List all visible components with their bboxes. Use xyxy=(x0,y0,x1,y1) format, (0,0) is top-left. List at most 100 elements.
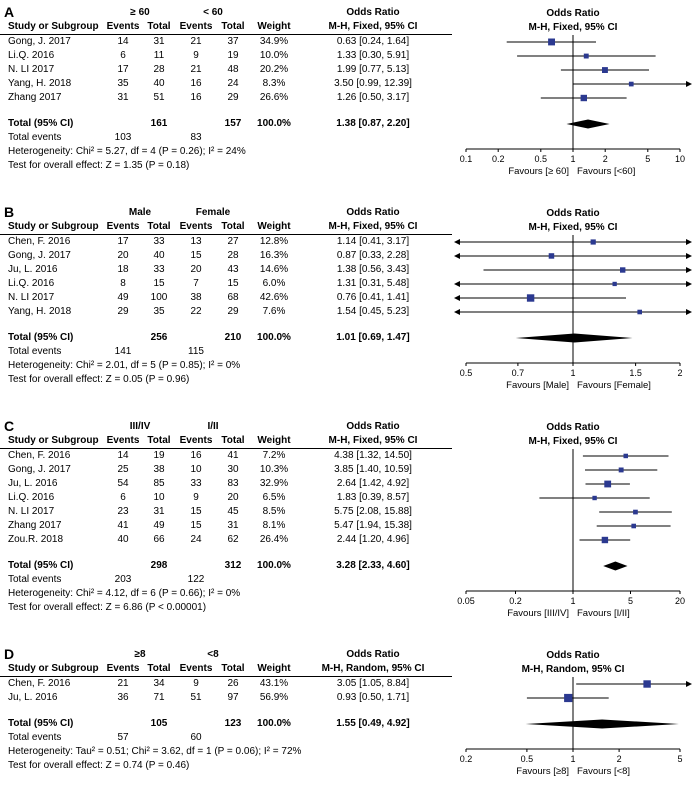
heterogeneity-row: Heterogeneity: Chi² = 2.01, df = 5 (P = … xyxy=(0,359,452,373)
forest-plot-A: Odds Ratio M-H, Fixed, 95% CI 0.1 0.2 0.5 1 2 5… xyxy=(460,8,692,177)
events2: 10 xyxy=(190,464,202,475)
events2: 15 xyxy=(190,506,202,517)
ci-arrow-right xyxy=(686,81,692,87)
total2: 31 xyxy=(227,520,239,531)
study-marker xyxy=(564,693,573,703)
events2: 9 xyxy=(193,492,199,503)
favours-right-label: Favours [Female] xyxy=(577,380,651,391)
total2: 19 xyxy=(227,50,239,61)
study-name: Chen, F. 2016 xyxy=(8,678,71,689)
study-marker xyxy=(637,309,642,315)
col-header-total2: Total xyxy=(221,221,245,232)
group-header-spacer2 xyxy=(250,206,298,220)
plot-title: Odds Ratio xyxy=(546,208,599,219)
spacer xyxy=(176,559,216,573)
blank-row xyxy=(0,547,452,559)
total1: 49 xyxy=(153,520,165,531)
overall-test-text: Test for overall effect: Z = 6.86 (P < 0… xyxy=(8,602,207,613)
study-name: Gong, J. 2017 xyxy=(8,36,71,47)
spacer xyxy=(176,331,216,345)
col-header-total2: Total xyxy=(221,21,245,32)
group-header-spacer xyxy=(0,6,104,20)
overall-test-row: Test for overall effect: Z = 0.05 (P = 0… xyxy=(0,373,452,387)
total-diamond xyxy=(525,719,679,729)
total1: 31 xyxy=(153,506,165,517)
total1: 15 xyxy=(153,278,165,289)
total2-sum: 312 xyxy=(224,560,242,571)
total2: 68 xyxy=(227,292,239,303)
total1: 71 xyxy=(153,692,165,703)
total1: 35 xyxy=(153,306,165,317)
weight: 43.1% xyxy=(259,678,289,689)
ci-arrow-left xyxy=(454,309,460,315)
axis-tick-label: 1.5 xyxy=(629,368,642,378)
total2: 29 xyxy=(227,306,239,317)
favours-left-label: Favours [III/IV] xyxy=(507,608,569,619)
group-header-row: ≥8 <8 Odds Ratio xyxy=(0,648,452,662)
favours-right-label: Favours [I/II] xyxy=(577,608,630,619)
group-header-spacer2 xyxy=(250,420,298,434)
total-row: Total (95% CI) 161 157 100.0% 1.38 [0.87, 2.… xyxy=(0,117,452,131)
axis-tick-label: 5 xyxy=(628,596,633,606)
plot-title: Odds Ratio xyxy=(546,422,599,433)
total-events1: 57 xyxy=(117,732,129,743)
study-marker xyxy=(631,523,636,529)
ci-text: 3.05 [1.05, 8.84] xyxy=(336,678,410,689)
total-events1: 141 xyxy=(114,346,132,357)
blank-row xyxy=(0,319,452,331)
axis-tick-label: 1 xyxy=(570,368,575,378)
col-header-events2: Events xyxy=(179,663,213,674)
study-row: Li.Q. 2016 6 11 9 19 10.0% 1.33 [0.30, 5.91] xyxy=(0,49,452,63)
odds-ratio-column-title: Odds Ratio xyxy=(346,421,400,432)
ci-text: 3.85 [1.40, 10.59] xyxy=(334,464,412,475)
total-diamond xyxy=(515,333,633,343)
total-events-label: Total events xyxy=(8,346,62,357)
group2-label: Female xyxy=(195,207,231,218)
overall-test-row: Test for overall effect: Z = 0.74 (P = 0… xyxy=(0,759,452,773)
group-header-row: ≥ 60 < 60 Odds Ratio xyxy=(0,6,452,20)
study-name: Li.Q. 2016 xyxy=(8,492,55,503)
col-header-study: Study or Subgroup xyxy=(8,221,99,232)
events2: 16 xyxy=(190,92,202,103)
weight: 42.6% xyxy=(259,292,289,303)
weight: 8.5% xyxy=(262,506,286,517)
total-label: Total (95% CI) xyxy=(8,718,74,729)
odds-ratio-column-title: Odds Ratio xyxy=(346,207,400,218)
forest-plot-C: Odds Ratio M-H, Fixed, 95% CI 0.05 0.2 1 5 20 F… xyxy=(457,422,685,619)
spacer xyxy=(176,117,216,131)
plot-title: Odds Ratio xyxy=(546,8,599,19)
group-header-spacer xyxy=(0,648,104,662)
events2: 21 xyxy=(190,64,202,75)
forest-table-C: III/IV I/II Odds Ratio Study or Subgroup Eve… xyxy=(0,420,452,615)
study-name: Chen, F. 2016 xyxy=(8,236,71,247)
spacer xyxy=(142,573,176,587)
total-events1: 203 xyxy=(114,574,132,585)
events1: 20 xyxy=(117,250,129,261)
study-marker xyxy=(590,239,596,245)
ci-text: 2.44 [1.20, 4.96] xyxy=(336,534,410,545)
col-header-study: Study or Subgroup xyxy=(8,435,99,446)
group-header-spacer xyxy=(0,420,104,434)
total1: 34 xyxy=(153,678,165,689)
total2: 37 xyxy=(227,36,239,47)
panel-letter-D: D xyxy=(4,646,15,662)
weight: 16.3% xyxy=(259,250,289,261)
total1-sum: 161 xyxy=(150,118,168,129)
overall-test-text: Test for overall effect: Z = 1.35 (P = 0… xyxy=(8,160,190,171)
total2: 27 xyxy=(227,236,239,247)
study-row: Yang, H. 2018 35 40 16 24 8.3% 3.50 [0.99, 12.… xyxy=(0,77,452,91)
ci-text: 1.14 [0.41, 3.17] xyxy=(336,236,410,247)
ci-arrow-left xyxy=(454,281,460,287)
spacer xyxy=(104,559,142,573)
weight: 8.3% xyxy=(262,78,286,89)
total2: 43 xyxy=(227,264,239,275)
total2-sum: 210 xyxy=(224,332,242,343)
heterogeneity-text: Heterogeneity: Chi² = 4.12, df = 6 (P = … xyxy=(8,588,241,599)
total2: 29 xyxy=(227,92,239,103)
col-header-weight: Weight xyxy=(257,21,291,32)
group-header-row: Male Female Odds Ratio xyxy=(0,206,452,220)
weight: 10.0% xyxy=(259,50,289,61)
study-row: Chen, F. 2016 17 33 13 27 12.8% 1.14 [0.41, 3.… xyxy=(0,235,452,249)
column-header-row: Study or Subgroup Events Total Events Total W… xyxy=(0,434,452,449)
ci-arrow-right xyxy=(686,253,692,259)
